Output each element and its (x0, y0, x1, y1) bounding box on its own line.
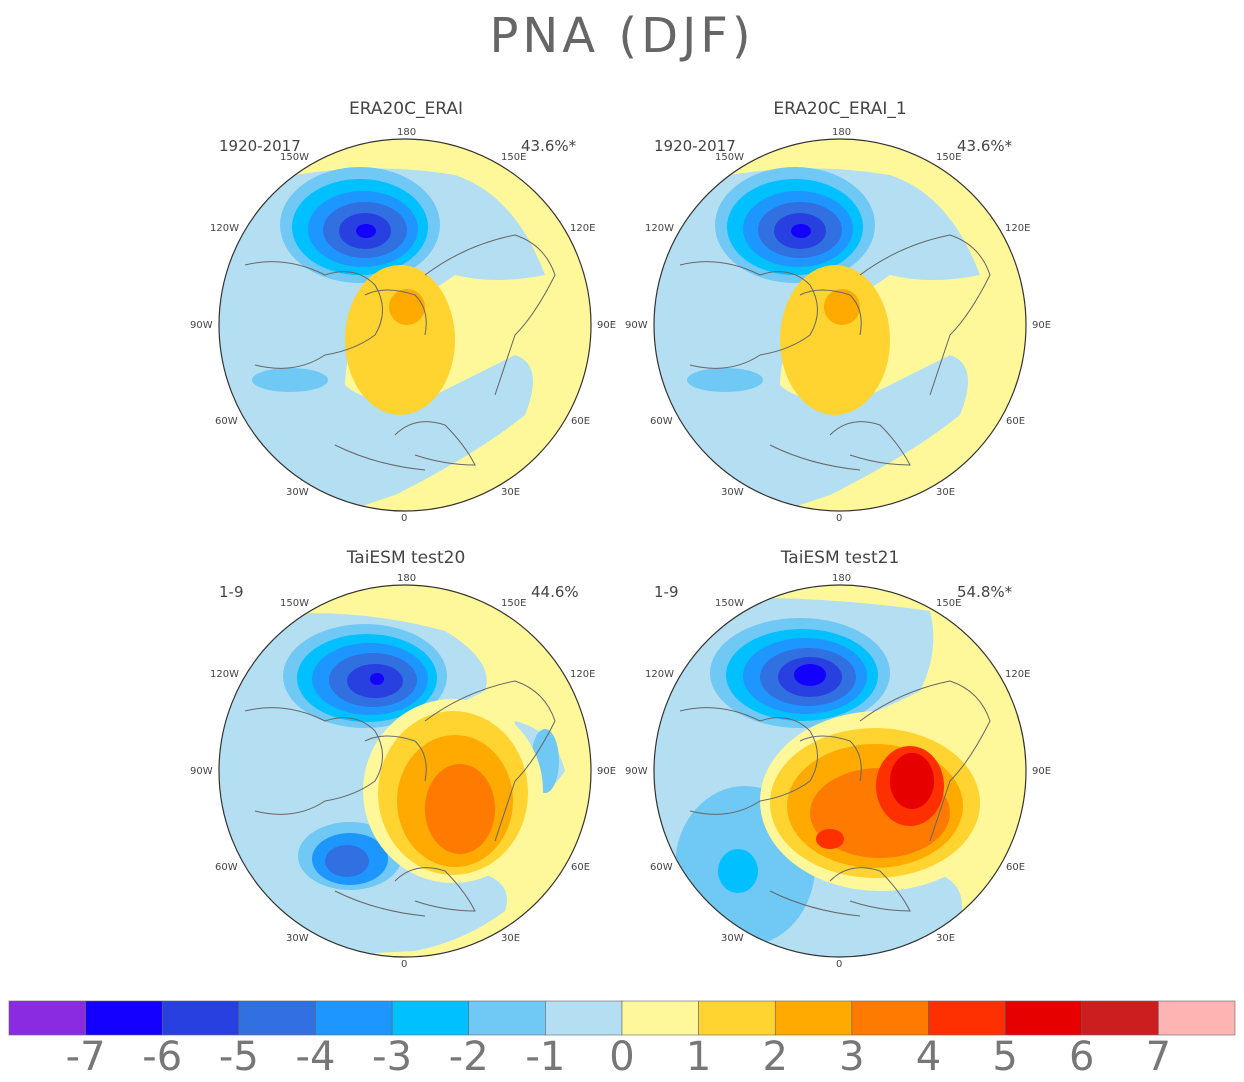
colorbar-tick-label: -1 (525, 1034, 566, 1080)
lon-label-150w: 150W (715, 152, 744, 163)
lon-label-180: 180 (397, 573, 417, 584)
lon-label-30e: 30E (936, 487, 956, 498)
lon-label-0: 0 (836, 513, 843, 524)
panel-title: ERA20C_ERAI_1 (773, 99, 907, 119)
lon-label-30w: 30W (721, 933, 744, 944)
colorbar-tick-label: 6 (1069, 1034, 1095, 1080)
lon-label-120w: 120W (210, 223, 239, 234)
lon-label-150e: 150E (501, 598, 527, 609)
lon-label-60e: 60E (1006, 416, 1026, 427)
lon-label-60w: 60W (215, 862, 238, 873)
colorbar-tick-label: -5 (218, 1034, 259, 1080)
colorbar-swatch (8, 1000, 86, 1036)
colorbar-tick-label: -3 (372, 1034, 413, 1080)
lon-label-120w: 120W (645, 223, 674, 234)
colorbar-tick-label: 3 (839, 1034, 865, 1080)
colorbar-tick-label: 7 (1145, 1034, 1172, 1080)
colorbar-tick-label: 1 (685, 1034, 712, 1080)
colorbar-swatch (851, 1000, 929, 1036)
colorbar-swatch (1004, 1000, 1083, 1036)
lon-label-30e: 30E (501, 933, 521, 944)
colorbar-tick-label: -7 (65, 1034, 106, 1080)
lon-label-60w: 60W (215, 416, 238, 427)
colorbar-swatch (238, 1000, 316, 1036)
lon-label-90w: 90W (625, 320, 648, 331)
lon-label-90w: 90W (190, 320, 213, 331)
colorbar-tick-label: -2 (448, 1034, 489, 1080)
lon-label-30w: 30W (286, 487, 309, 498)
panel-variance: 43.6%* (957, 137, 1013, 155)
colorbar-tick-label: -4 (295, 1034, 336, 1080)
colorbar-swatch (774, 1000, 853, 1036)
lon-label-120e: 120E (570, 223, 596, 234)
lon-label-90e: 90E (597, 320, 617, 331)
panel-title: TaiESM test21 (780, 548, 900, 568)
lon-label-0: 0 (401, 513, 408, 524)
polar-map-2 (653, 138, 1027, 512)
colorbar-tick-label: 2 (762, 1034, 788, 1080)
colorbar-swatch (545, 1000, 623, 1036)
colorbar-tick-label: -6 (142, 1034, 183, 1080)
colorbar-swatch (391, 1000, 470, 1036)
lon-label-0: 0 (401, 959, 408, 970)
lon-label-180: 180 (832, 127, 852, 138)
panel-variance: 44.6% (531, 583, 579, 601)
lon-label-120w: 120W (210, 669, 239, 680)
colorbar-swatch (161, 1000, 240, 1036)
lon-label-30w: 30W (286, 933, 309, 944)
colorbar-swatch (1081, 1000, 1159, 1036)
polar-map-1 (218, 138, 592, 512)
panel-period: 1920-2017 (654, 137, 736, 155)
colorbar-tick-label: 0 (609, 1034, 635, 1080)
lon-label-30w: 30W (721, 487, 744, 498)
lon-label-90w: 90W (190, 766, 213, 777)
lon-label-90e: 90E (1032, 320, 1052, 331)
colorbar-tick-label: 4 (915, 1034, 942, 1080)
lon-label-150e: 150E (936, 152, 962, 163)
panel-variance: 54.8%* (957, 583, 1013, 601)
lon-label-120e: 120E (1005, 223, 1031, 234)
lon-label-30e: 30E (936, 933, 956, 944)
main-title: PNA (DJF) (489, 8, 755, 64)
lon-label-180: 180 (832, 573, 852, 584)
panel-title: TaiESM test20 (346, 548, 466, 568)
colorbar-swatch (621, 1000, 699, 1036)
lon-label-0: 0 (836, 959, 843, 970)
lon-label-60e: 60E (571, 416, 591, 427)
colorbar-tick-label: 5 (992, 1034, 1018, 1080)
panel-period: 1-9 (654, 583, 679, 601)
lon-label-90e: 90E (597, 766, 617, 777)
panel-title: ERA20C_ERAI (348, 99, 463, 119)
lon-label-120e: 120E (570, 669, 596, 680)
colorbar-swatch (315, 1000, 393, 1036)
panel-period: 1920-2017 (219, 137, 301, 155)
lon-label-60e: 60E (571, 862, 591, 873)
panel-variance: 43.6%* (521, 137, 577, 155)
lon-label-150w: 150W (280, 152, 309, 163)
lon-label-60w: 60W (650, 862, 673, 873)
lon-label-150e: 150E (936, 598, 962, 609)
colorbar-swatch (85, 1000, 163, 1036)
lon-label-180: 180 (397, 127, 417, 138)
lon-label-60e: 60E (1006, 862, 1026, 873)
polar-map-4 (653, 584, 1027, 958)
colorbar-swatch (1158, 1000, 1236, 1036)
lon-label-120e: 120E (1005, 669, 1031, 680)
polar-map-3 (218, 584, 592, 958)
lon-label-150e: 150E (501, 152, 527, 163)
colorbar-swatch (698, 1000, 776, 1036)
lon-label-90e: 90E (1032, 766, 1052, 777)
lon-label-30e: 30E (501, 487, 521, 498)
lon-label-90w: 90W (625, 766, 648, 777)
lon-label-60w: 60W (650, 416, 673, 427)
lon-label-150w: 150W (280, 598, 309, 609)
lon-label-150w: 150W (715, 598, 744, 609)
colorbar-swatch (928, 1000, 1006, 1036)
colorbar-swatch (468, 1000, 546, 1036)
lon-label-120w: 120W (645, 669, 674, 680)
panel-period: 1-9 (219, 583, 244, 601)
